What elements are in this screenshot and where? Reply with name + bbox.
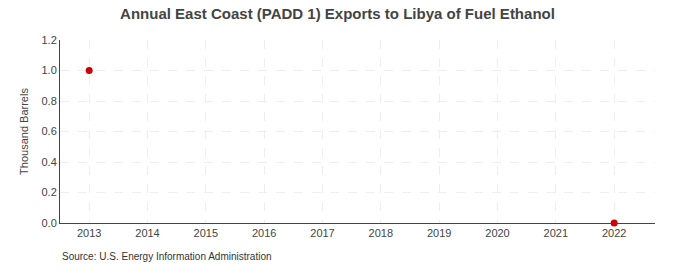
svg-text:2017: 2017 bbox=[310, 227, 334, 239]
svg-text:0.6: 0.6 bbox=[42, 125, 57, 137]
svg-text:2019: 2019 bbox=[427, 227, 451, 239]
svg-text:Annual East Coast (PADD 1) Exp: Annual East Coast (PADD 1) Exports to Li… bbox=[120, 5, 555, 22]
svg-text:0.0: 0.0 bbox=[42, 217, 57, 229]
svg-text:2021: 2021 bbox=[544, 227, 568, 239]
svg-text:2022: 2022 bbox=[602, 227, 626, 239]
svg-text:2016: 2016 bbox=[252, 227, 276, 239]
svg-text:1.2: 1.2 bbox=[42, 34, 57, 46]
svg-text:0.8: 0.8 bbox=[42, 95, 57, 107]
svg-text:Source: U.S. Energy Informatio: Source: U.S. Energy Information Administ… bbox=[62, 251, 272, 262]
svg-text:2018: 2018 bbox=[369, 227, 393, 239]
svg-text:2015: 2015 bbox=[194, 227, 218, 239]
svg-text:2020: 2020 bbox=[485, 227, 509, 239]
svg-text:2013: 2013 bbox=[77, 227, 101, 239]
svg-text:2014: 2014 bbox=[135, 227, 159, 239]
svg-text:0.4: 0.4 bbox=[42, 156, 57, 168]
svg-text:1.0: 1.0 bbox=[42, 64, 57, 76]
svg-text:Thousand Barrels: Thousand Barrels bbox=[18, 88, 30, 175]
svg-text:0.2: 0.2 bbox=[42, 186, 57, 198]
